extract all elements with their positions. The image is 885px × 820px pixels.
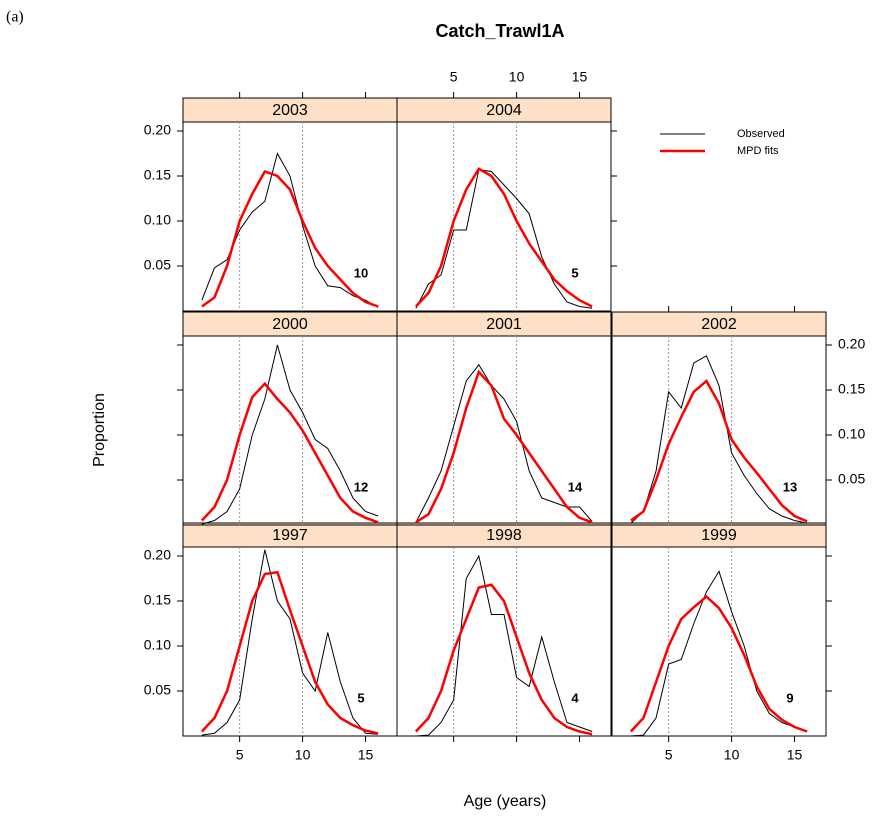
strip xyxy=(396,97,612,123)
panel-title: 1999 xyxy=(701,527,737,544)
sample-size: 13 xyxy=(783,479,797,494)
y-tick-label: 0.05 xyxy=(144,257,171,273)
y-tick-label: 0.05 xyxy=(144,682,171,698)
strip xyxy=(611,522,827,548)
y-tick-label: 0.20 xyxy=(838,336,865,352)
panel-title: 2004 xyxy=(486,102,522,119)
series-line xyxy=(630,355,808,524)
panel xyxy=(182,546,398,737)
panel xyxy=(182,121,398,312)
series-line xyxy=(201,344,379,525)
panel xyxy=(396,546,612,737)
sample-size: 10 xyxy=(354,265,368,280)
panel-title: 1998 xyxy=(486,527,522,544)
y-tick-label: 0.20 xyxy=(144,547,171,563)
y-tick-label: 0.15 xyxy=(838,381,865,397)
x-tick-label: 15 xyxy=(787,747,803,763)
series-line xyxy=(629,594,808,733)
x-tick-label: 5 xyxy=(236,747,244,763)
legend-label: Observed xyxy=(737,128,785,140)
y-tick-label: 0.15 xyxy=(144,592,171,608)
strip xyxy=(611,311,827,337)
series-line xyxy=(200,381,379,524)
sample-size: 9 xyxy=(786,690,793,705)
strip xyxy=(396,522,612,548)
panel xyxy=(396,335,612,526)
series-line xyxy=(630,570,808,737)
x-tick-label: 10 xyxy=(295,747,311,763)
series-line xyxy=(415,169,593,309)
series-line xyxy=(414,583,593,736)
series-line xyxy=(201,549,379,736)
y-axis-label: Proportion xyxy=(91,393,108,467)
panel xyxy=(182,335,398,526)
x-axis-label: Age (years) xyxy=(464,793,547,810)
x-tick-label: 15 xyxy=(358,747,374,763)
series-line xyxy=(201,169,379,308)
panel-title: 2003 xyxy=(272,102,308,119)
y-tick-label: 0.15 xyxy=(144,167,171,183)
y-tick-label: 0.05 xyxy=(838,471,865,487)
sample-size: 12 xyxy=(354,479,368,494)
series-line xyxy=(415,363,593,523)
sample-size: 14 xyxy=(568,479,583,494)
panel-title: 2001 xyxy=(486,316,522,333)
y-tick-label: 0.10 xyxy=(144,637,171,653)
series-line xyxy=(415,554,593,737)
series-line xyxy=(630,379,808,523)
panel-title: 2000 xyxy=(272,316,308,333)
x-tick-label: 5 xyxy=(665,747,673,763)
y-tick-label: 0.20 xyxy=(144,122,171,138)
sample-size: 4 xyxy=(571,690,579,705)
x-tick-label: 15 xyxy=(572,69,588,85)
chart-title: Catch_Trawl1A xyxy=(435,21,564,41)
panel xyxy=(396,121,612,312)
x-tick-label: 5 xyxy=(450,69,458,85)
sample-size: 5 xyxy=(571,265,578,280)
panel-title: 1997 xyxy=(272,527,308,544)
series-line xyxy=(414,167,593,308)
series-line xyxy=(415,369,593,524)
legend-label: MPD fits xyxy=(737,145,779,157)
y-tick-label: 0.10 xyxy=(838,426,865,442)
panel xyxy=(611,335,827,526)
strip xyxy=(396,311,612,337)
strip xyxy=(182,97,398,123)
figure-label: (a) xyxy=(6,9,24,26)
x-tick-label: 10 xyxy=(509,69,525,85)
strip xyxy=(182,522,398,548)
y-tick-label: 0.10 xyxy=(144,212,171,228)
x-tick-label: 10 xyxy=(724,747,740,763)
panel-title: 2002 xyxy=(701,316,737,333)
panel xyxy=(611,546,827,737)
sample-size: 5 xyxy=(357,690,364,705)
series-line xyxy=(200,570,379,735)
series-line xyxy=(201,152,379,308)
